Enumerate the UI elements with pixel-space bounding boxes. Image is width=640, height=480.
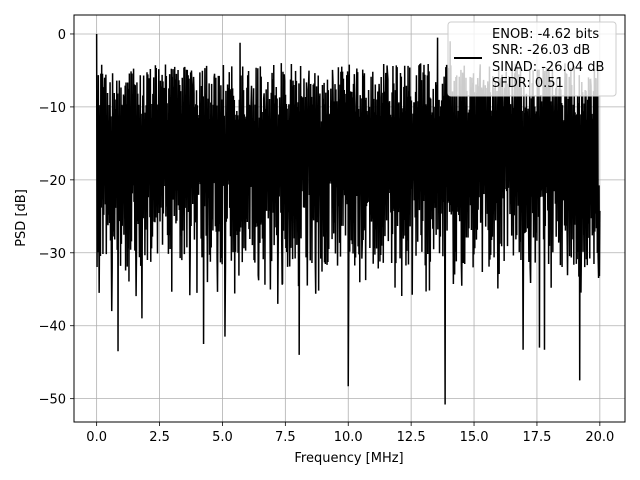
legend-sfdr: SFDR: 0.51 bbox=[492, 76, 564, 91]
legend-snr: SNR: -26.03 dB bbox=[492, 43, 590, 58]
plot-frame bbox=[73, 14, 626, 423]
y-tick-label: −50 bbox=[39, 393, 66, 408]
x-tick-label: 2.5 bbox=[149, 430, 170, 445]
legend-sinad: SINAD: -26.04 dB bbox=[492, 60, 604, 75]
psd-line bbox=[95, 33, 601, 405]
y-tick-label: −40 bbox=[39, 320, 66, 335]
x-tick-label: 5.0 bbox=[212, 430, 233, 445]
legend-box bbox=[447, 21, 617, 97]
y-axis-ticks: 0 −10 −20 −30 −40 −50 bbox=[39, 28, 74, 408]
x-axis-ticks: 0.0 2.5 5.0 7.5 10.0 12.5 15.0 17.5 20.0 bbox=[86, 422, 614, 445]
legend-enob: ENOB: -4.62 bits bbox=[492, 27, 599, 42]
x-axis-label: Frequency [MHz] bbox=[294, 451, 403, 466]
x-tick-label: 10.0 bbox=[334, 430, 363, 445]
y-tick-label: 0 bbox=[58, 28, 66, 43]
legend: ENOB: -4.62 bits SNR: -26.03 dB SINAD: -… bbox=[447, 21, 617, 97]
y-tick-label: −20 bbox=[39, 174, 66, 189]
x-tick-label: 17.5 bbox=[522, 430, 551, 445]
y-tick-label: −10 bbox=[39, 101, 66, 116]
x-tick-label: 7.5 bbox=[275, 430, 296, 445]
y-axis-label: PSD [dB] bbox=[14, 189, 29, 247]
x-tick-label: 15.0 bbox=[460, 430, 489, 445]
psd-series bbox=[95, 33, 601, 405]
x-tick-label: 12.5 bbox=[397, 430, 426, 445]
x-tick-label: 0.0 bbox=[86, 430, 107, 445]
x-tick-label: 20.0 bbox=[585, 430, 614, 445]
y-tick-label: −30 bbox=[39, 247, 66, 262]
